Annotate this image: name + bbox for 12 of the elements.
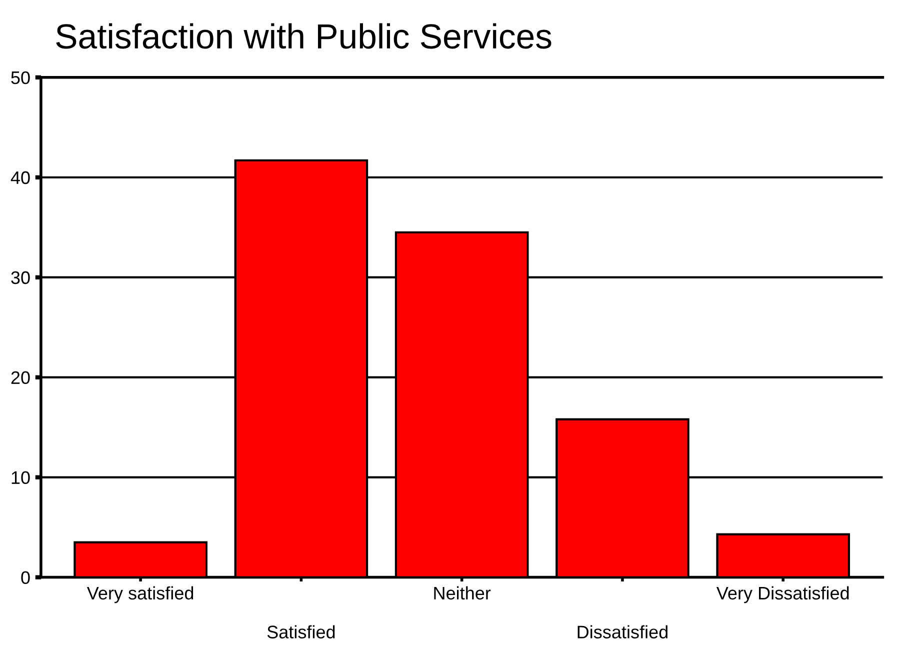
y-tick-label: 30 [11, 271, 30, 284]
y-tick-label: 10 [12, 471, 30, 484]
chart-title: Satisfaction with Public Services [56, 23, 552, 49]
y-tick-label: 40 [10, 171, 30, 184]
y-tick-label: 20 [11, 371, 30, 384]
x-tick-label: Very Dissatisfied [716, 586, 849, 604]
x-tick-label: Neither [434, 586, 491, 600]
x-tick-label: Satisfied [267, 625, 335, 638]
y-tick-label: 50 [11, 71, 30, 84]
x-tick-label: Very satisfied [86, 586, 194, 604]
x-tick-label: Dissatisfied [578, 625, 668, 638]
y-tick-label: 0 [21, 571, 30, 584]
